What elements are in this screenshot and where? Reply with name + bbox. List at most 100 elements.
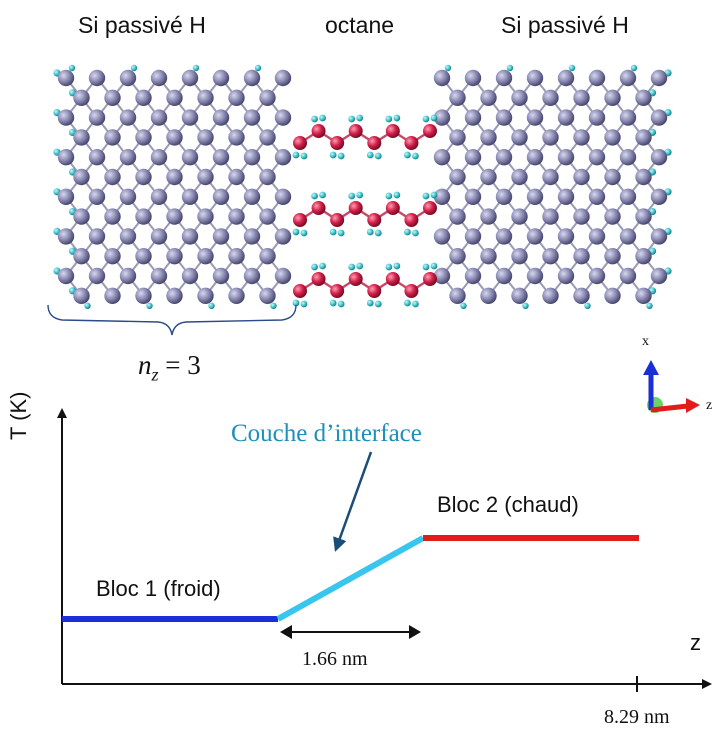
si-atom <box>73 248 90 265</box>
si-atom <box>495 228 513 245</box>
si-atom <box>511 129 528 146</box>
si-atom <box>588 149 606 166</box>
h-atom <box>292 228 300 236</box>
h-atom <box>311 192 318 200</box>
si-atom <box>495 149 513 166</box>
end-tick-label: 8.29 nm <box>604 706 670 728</box>
si-atom <box>511 287 528 304</box>
h-atom <box>254 64 262 72</box>
h-atom <box>404 299 411 307</box>
si-atom <box>197 287 214 304</box>
h-atom <box>300 300 308 308</box>
si-left-block <box>53 64 292 309</box>
c-atom <box>404 136 419 150</box>
si-atom <box>604 248 621 265</box>
si-atom <box>604 89 621 107</box>
si-atom <box>449 208 466 225</box>
h-atom <box>329 151 337 159</box>
nz-brace <box>47 304 297 336</box>
si-atom <box>464 188 482 205</box>
c-atom <box>293 213 307 227</box>
si-atom <box>243 109 261 126</box>
si-atom <box>259 89 276 107</box>
si-atom <box>433 267 451 285</box>
si-atom <box>433 69 451 87</box>
si-atom <box>197 248 214 265</box>
si-atom <box>104 168 121 186</box>
si-atom <box>588 188 606 205</box>
si-atom <box>542 208 559 225</box>
si-atom <box>197 208 214 225</box>
si-atom <box>511 89 528 107</box>
si-atom <box>464 109 482 126</box>
si-atom <box>119 267 137 285</box>
si-atom <box>480 248 497 265</box>
si-atom <box>511 208 528 225</box>
si-atom <box>480 89 497 107</box>
h-atom <box>84 302 91 309</box>
si-atom <box>526 69 544 87</box>
h-atom <box>208 302 215 309</box>
si-atom <box>228 168 245 186</box>
si-atom <box>480 168 497 186</box>
si-atom <box>557 267 575 285</box>
si-atom <box>212 228 230 245</box>
si-atom <box>542 129 559 146</box>
plot-axes <box>57 408 712 692</box>
si-atom <box>57 109 75 126</box>
si-atom <box>135 287 152 304</box>
si-atom <box>166 208 183 225</box>
si-atom <box>511 168 528 186</box>
si-atom <box>274 69 292 87</box>
h-atom <box>130 64 138 72</box>
si-atom <box>259 248 276 265</box>
si-atom <box>588 69 606 87</box>
si-atom <box>228 208 245 225</box>
si-atom <box>573 208 590 225</box>
c-atom <box>367 213 382 227</box>
si-atom <box>274 188 292 205</box>
si-atom <box>259 208 276 225</box>
si-atom <box>181 188 199 205</box>
h-atom <box>422 263 430 271</box>
si-atom <box>243 188 261 205</box>
si-atom <box>135 208 152 225</box>
c-atom <box>293 284 307 298</box>
h-atom <box>146 302 153 309</box>
si-atom <box>88 69 106 87</box>
si-atom <box>619 228 637 245</box>
y-axis-label: T (K) <box>6 391 31 440</box>
interface-pointer-arrow <box>333 451 373 552</box>
interface-line <box>276 535 425 622</box>
si-atom <box>635 89 652 107</box>
si-atom <box>650 228 668 245</box>
h-atom <box>404 228 411 236</box>
c-atom <box>423 201 437 215</box>
h-atom <box>337 152 345 160</box>
si-atom <box>243 267 261 285</box>
si-atom <box>88 109 106 126</box>
h-atom <box>300 229 308 237</box>
si-atom <box>619 149 637 166</box>
h-atom <box>348 115 356 123</box>
si-atom <box>542 89 559 107</box>
si-atom <box>604 287 621 304</box>
h-atom <box>270 302 277 309</box>
si-atom <box>166 168 183 186</box>
h-atom <box>366 299 374 307</box>
h-atom <box>430 114 438 122</box>
axes-inset <box>643 360 700 413</box>
si-atom <box>181 109 199 126</box>
h-atom <box>385 192 393 200</box>
si-atom <box>88 228 106 245</box>
h-atom <box>292 151 300 159</box>
si-atom <box>274 228 292 245</box>
label-octane: octane <box>325 12 395 38</box>
octane-chains <box>292 114 438 308</box>
h-atom <box>348 192 356 200</box>
h-atom <box>374 229 382 237</box>
c-atom <box>330 213 345 227</box>
si-atom <box>88 188 106 205</box>
si-atom <box>573 287 590 304</box>
si-atom <box>573 129 590 146</box>
